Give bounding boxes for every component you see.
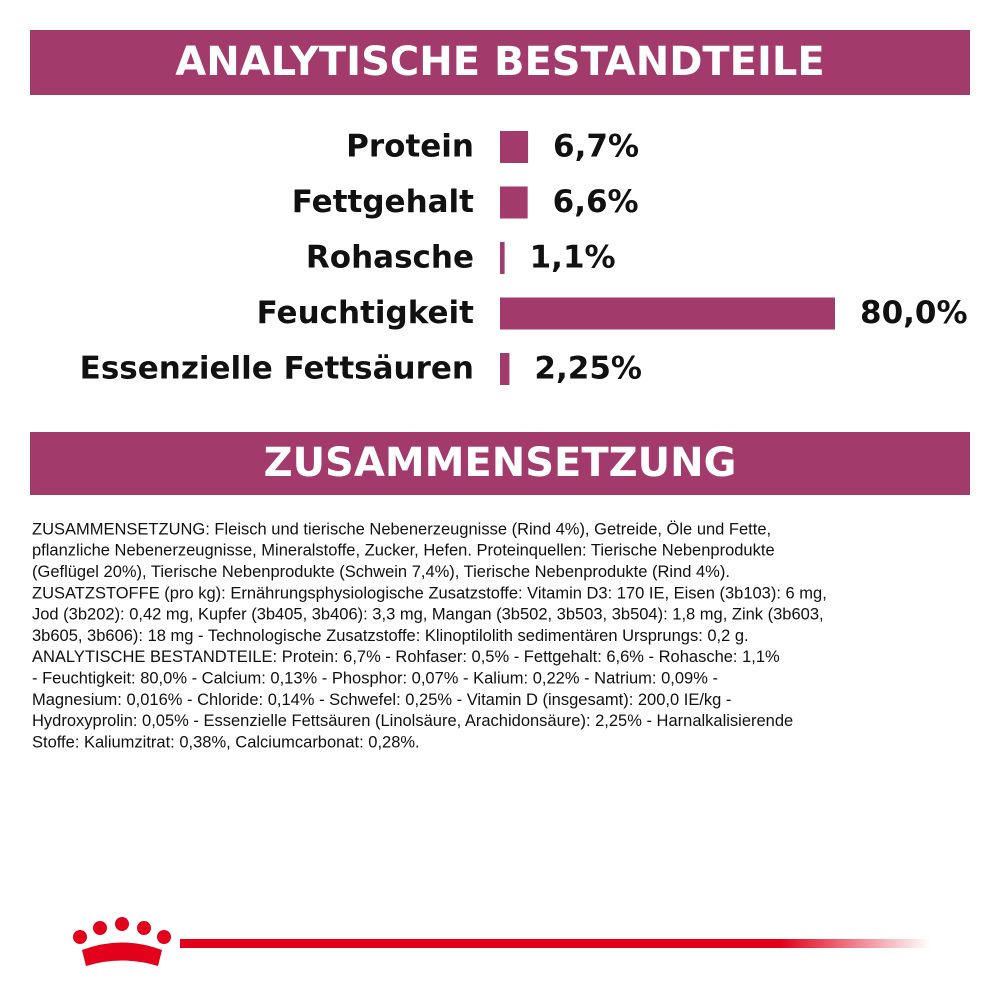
- text-line: ZUSATZSTOFFE (pro kg): Ernährungsphysiol…: [32, 584, 827, 602]
- logo-dot: [73, 930, 87, 944]
- category-label: Rohasche: [306, 240, 474, 276]
- section-title: ZUSAMMENSETZUNG: [264, 440, 737, 486]
- logo-dot: [115, 917, 129, 931]
- bar: [500, 297, 835, 330]
- category-label: Protein: [346, 129, 474, 165]
- category-label: Essenzielle Fettsäuren: [80, 351, 474, 387]
- header-band: [30, 432, 970, 495]
- composition-text: ZUSAMMENSETZUNG: Fleisch und tierische N…: [32, 520, 827, 751]
- section-title: ANALYTISCHE BESTANDTEILE: [175, 39, 824, 85]
- brand-logo: [73, 917, 930, 966]
- bar-chart: Protein 6,7% Fettgehalt 6,6% Rohasche 1,1% Feu…: [80, 129, 968, 387]
- bar: [500, 353, 510, 385]
- logo-dot: [137, 921, 151, 935]
- text-line: - Feuchtigkeit: 80,0% - Calcium: 0,13% -…: [32, 669, 718, 687]
- value-label: 1,1%: [530, 240, 616, 276]
- text-line: ZUSAMMENSETZUNG: Fleisch und tierische N…: [32, 520, 771, 538]
- text-line: Stoffe: Kaliumzitrat: 0,38%, Calciumcarb…: [32, 733, 420, 751]
- text-line: (Geflügel 20%), Tierische Nebenprodukte …: [32, 563, 730, 581]
- text-line: Hydroxyprolin: 0,05% - Essenzielle Fetts…: [32, 712, 793, 730]
- text-line: ANALYTISCHE BESTANDTEILE: Protein: 6,7% …: [32, 648, 780, 666]
- text-line: Jod (3b202): 0,42 mg, Kupfer (3b405, 3b4…: [32, 606, 824, 624]
- logo-dot: [93, 921, 107, 935]
- value-label: 6,6%: [553, 184, 639, 220]
- text-line: 3b605, 3b606): 18 mg - Technologische Zu…: [32, 627, 749, 645]
- bar: [500, 131, 529, 163]
- value-label: 2,25%: [534, 351, 642, 387]
- text-line: pflanzliche Nebenerzeugnisse, Mineralsto…: [32, 542, 775, 560]
- category-label: Fettgehalt: [292, 184, 474, 220]
- bar: [500, 242, 505, 274]
- logo-dot: [157, 930, 171, 944]
- category-label: Feuchtigkeit: [257, 295, 475, 331]
- bar: [500, 186, 528, 219]
- value-label: 6,7%: [553, 129, 639, 165]
- brand-line: [180, 939, 930, 948]
- header-band: [30, 30, 970, 95]
- value-label: 80,0%: [860, 295, 968, 331]
- logo-crown: [82, 942, 162, 966]
- text-line: Magnesium: 0,016% - Chloride: 0,14% - Sc…: [32, 691, 731, 709]
